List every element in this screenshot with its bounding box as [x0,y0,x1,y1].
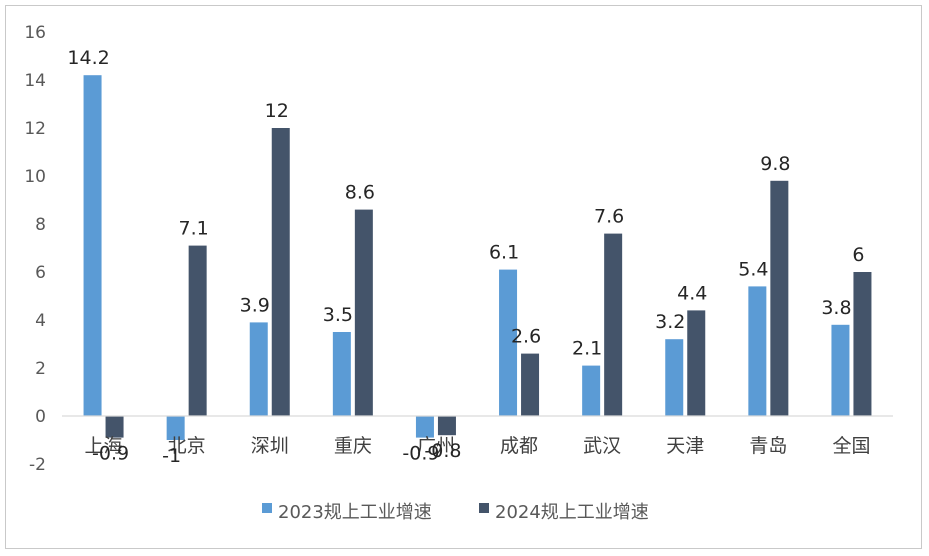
data-label: -1 [162,445,181,467]
category-label: 深圳 [251,435,289,457]
y-tick-label: 16 [24,23,46,43]
y-tick-label: 0 [35,407,46,427]
category-label: 重庆 [334,435,372,457]
category-label: 北京 [168,435,206,457]
data-label: -0.9 [92,443,129,465]
legend-swatch [262,503,272,513]
category-label: 青岛 [749,435,787,457]
data-label: 5.4 [738,258,768,280]
data-label: 7.6 [594,206,624,228]
bar-2023 [499,269,518,416]
y-tick-label: 10 [24,167,46,187]
y-tick-label: 4 [35,311,46,331]
data-label: 3.9 [240,294,270,316]
data-label: 3.8 [821,297,851,319]
data-label: -0.9 [402,443,439,465]
bar-2023 [415,416,434,438]
bar-2024 [853,272,872,416]
data-label: 3.2 [655,311,685,333]
data-label: 6 [852,244,864,266]
data-label: 7.1 [179,218,209,240]
category-label: 广州 [417,435,455,457]
legend-label: 2023规上工业增速 [278,502,432,523]
bar-2024 [604,233,623,416]
y-tick-label: 14 [24,71,46,91]
data-label: 12 [265,100,289,122]
category-label: 全国 [832,435,870,457]
bar-2024 [271,128,290,416]
category-label: 天津 [666,435,704,457]
bar-2023 [83,75,102,416]
legend-label: 2024规上工业增速 [495,502,649,523]
legend-swatch [479,503,489,513]
y-tick-label: 12 [24,119,46,139]
bar-2023 [831,324,850,416]
bar-2024 [770,180,789,416]
y-tick-label: 2 [35,359,46,379]
y-tick-label: -2 [29,455,46,475]
data-label: 4.4 [677,282,707,304]
chart-frame [5,5,922,549]
bar-2024 [437,416,456,436]
data-label: -0.8 [424,440,461,462]
bar-2024 [521,353,540,416]
data-label: 6.1 [489,242,519,264]
bar-2024 [354,209,373,416]
bar-2023 [665,339,684,416]
bar-2024 [188,245,207,416]
data-label: 8.6 [345,182,375,204]
bar-2023 [332,332,351,416]
legend: 2023规上工业增速 2024规上工业增速 [262,502,649,523]
bars [83,75,872,440]
bar-2023 [166,416,185,440]
category-label: 上海 [85,435,123,457]
data-label: 2.1 [572,338,602,360]
bar-2024 [687,310,706,416]
bar-2023 [748,286,767,416]
category-labels: 上海 北京 深圳 重庆 广州 成都 武汉 天津 青岛 全国 [85,435,871,457]
data-label: 2.6 [511,326,541,348]
bar-2023 [249,322,268,416]
y-axis: -2 0 2 4 6 8 10 12 14 16 [24,23,46,475]
category-label: 武汉 [583,435,621,457]
data-labels: 14.2-0.9 -17.13.9123.58.6-0.9-0.86.12.62.… [67,47,864,467]
y-tick-label: 8 [35,215,46,235]
category-label: 成都 [500,435,538,457]
data-label: 3.5 [323,304,353,326]
data-label: 14.2 [67,47,109,69]
bar-2024 [105,416,124,438]
bar-2023 [582,365,601,416]
y-tick-label: 6 [35,263,46,283]
data-label: 9.8 [760,153,790,175]
